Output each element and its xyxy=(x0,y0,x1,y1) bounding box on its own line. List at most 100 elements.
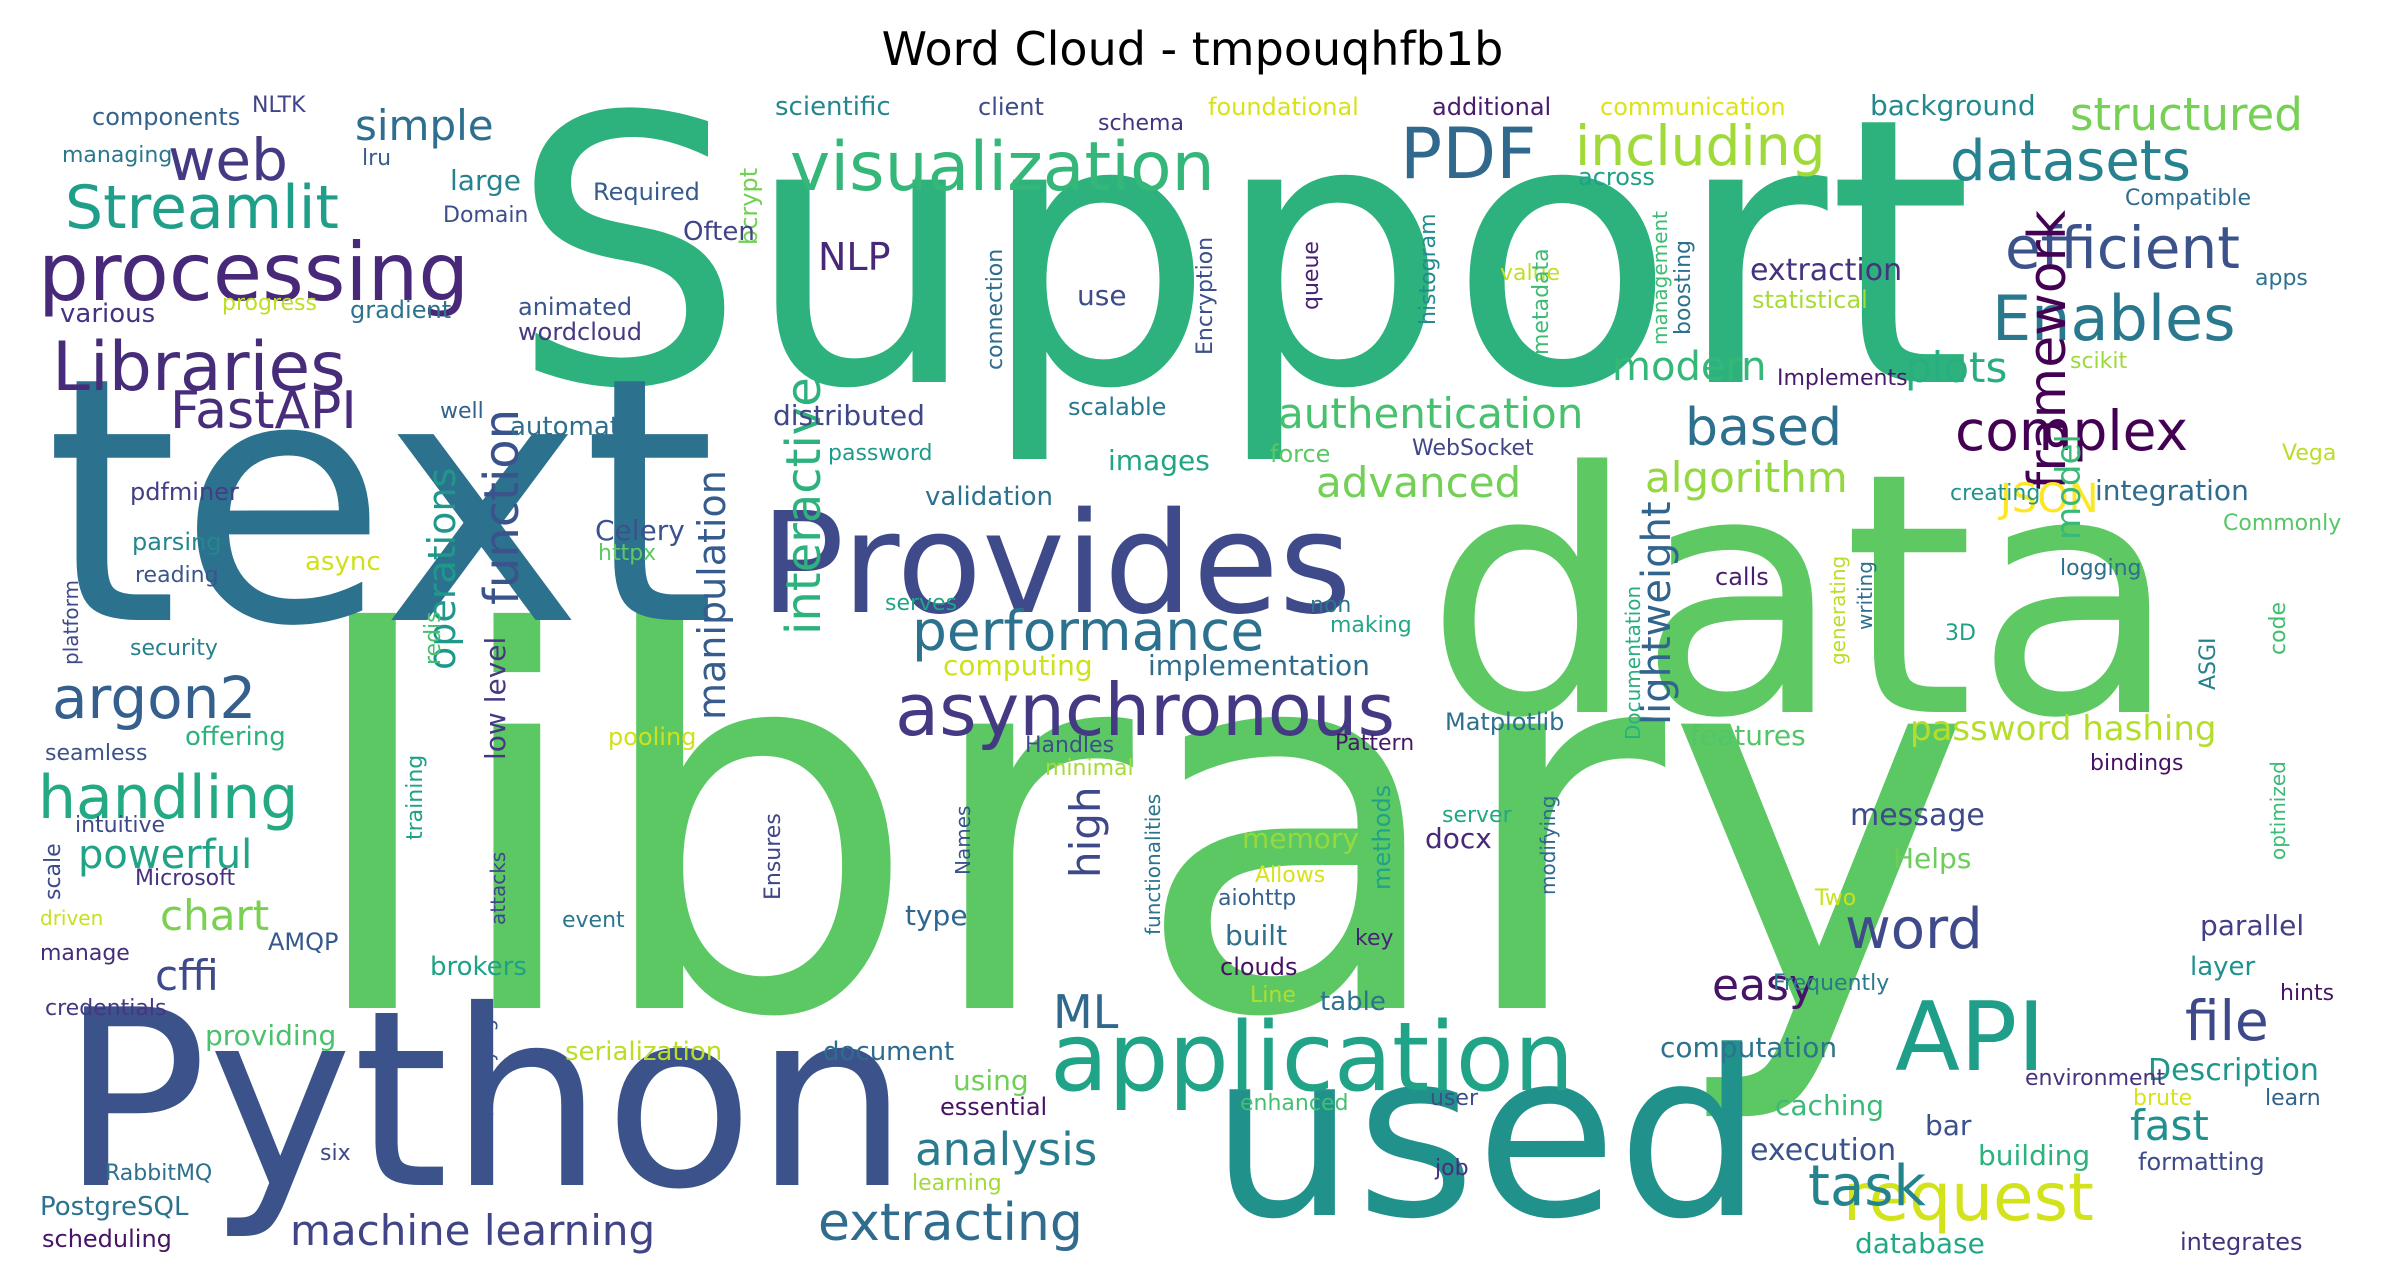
word-large: large xyxy=(450,164,521,197)
word-components: components xyxy=(92,103,240,131)
word-calls: calls xyxy=(1715,563,1769,591)
word-providing: providing xyxy=(205,1019,336,1052)
word-api: API xyxy=(1895,983,2045,1093)
word-handles: Handles xyxy=(1025,733,1114,758)
word-logging: logging xyxy=(2060,556,2142,581)
word-frequently: Frequently xyxy=(1773,971,1889,996)
word-allows: Allows xyxy=(1255,863,1325,888)
word-3d: 3D xyxy=(1945,621,1976,646)
word-document: document xyxy=(823,1037,954,1067)
word-job: job xyxy=(1434,1156,1469,1181)
word-domain: Domain xyxy=(443,203,528,228)
word-functionalities: functionalities xyxy=(1141,794,1165,935)
word-minimal: minimal xyxy=(1045,756,1134,781)
word-pdf: PDF xyxy=(1400,113,1536,195)
word-asynchronous: asynchronous xyxy=(895,668,1395,752)
word-helps: Helps xyxy=(1893,842,1971,875)
word-optimized: optimized xyxy=(2266,761,2290,860)
word-performance: performance xyxy=(912,599,1264,663)
word-ensures: Ensures xyxy=(761,813,786,900)
word-making: making xyxy=(1330,613,1412,638)
word-amqp: AMQP xyxy=(268,928,339,956)
word-line: Line xyxy=(1250,983,1296,1008)
word-learning: learning xyxy=(912,1171,1002,1196)
word-communication: communication xyxy=(1600,93,1786,121)
word-low-level: low level xyxy=(479,637,512,760)
word-training: training xyxy=(403,755,428,840)
word-algorithm: algorithm xyxy=(1645,453,1848,502)
word-identifying: identifying xyxy=(474,1019,498,1125)
word-client: client xyxy=(978,93,1044,121)
word-text: text xyxy=(45,305,716,701)
word-names: Names xyxy=(951,806,975,875)
word-user: user xyxy=(1430,1086,1479,1111)
word-memory: memory xyxy=(1242,822,1359,855)
word-operations: operations xyxy=(420,468,464,670)
word-scalable: scalable xyxy=(1068,393,1166,421)
word-structured: structured xyxy=(2070,88,2303,141)
word-easy: easy xyxy=(1712,960,1815,1011)
word-request: request xyxy=(1843,1159,2094,1236)
word-across: across xyxy=(1578,163,1655,191)
word-computing: computing xyxy=(943,649,1093,682)
word-high: high xyxy=(1061,786,1110,878)
word-including: including xyxy=(1575,114,1825,178)
word-async: async xyxy=(305,547,381,577)
word-driven: driven xyxy=(40,906,103,930)
word-based: based xyxy=(1685,398,1842,458)
word-handling: handling xyxy=(38,763,298,833)
word-function: function xyxy=(474,409,530,605)
word-vega: Vega xyxy=(2282,441,2336,466)
word-features: features xyxy=(1690,719,1806,752)
word-commonly: Commonly xyxy=(2223,511,2341,536)
word-password: password xyxy=(828,441,932,466)
word-connection: connection xyxy=(983,249,1008,370)
word-automatic: automatic xyxy=(510,412,642,442)
word-encryption: Encryption xyxy=(1193,237,1218,355)
word-gradient: gradient xyxy=(350,296,451,324)
word-redis: redis xyxy=(421,611,446,665)
word-implements: Implements xyxy=(1777,366,1908,391)
word-provides: Provides xyxy=(760,483,1352,646)
word-code: code xyxy=(2266,602,2291,655)
word-simple: simple xyxy=(355,101,494,150)
word-web: web xyxy=(168,126,288,194)
word-task: task xyxy=(1808,1154,1926,1219)
word-environment: environment xyxy=(2025,1066,2165,1091)
word-distributed: distributed xyxy=(773,399,925,432)
word-often: Often xyxy=(683,217,755,247)
word-two: Two xyxy=(1814,886,1856,911)
word-visualization: visualization xyxy=(790,128,1215,207)
word-machine-learning: machine learning xyxy=(290,1206,655,1255)
word-schema: schema xyxy=(1098,111,1184,136)
word-pdfminer: pdfminer xyxy=(130,478,239,506)
word-parsing: parsing xyxy=(132,528,221,556)
word-serves: serves xyxy=(885,591,957,616)
word-enhanced: enhanced xyxy=(1240,1091,1348,1116)
word-postgresql: PostgreSQL xyxy=(40,1192,189,1222)
word-integration: integration xyxy=(2095,474,2249,507)
word-modifying: modifying xyxy=(1536,796,1560,895)
word-apps: apps xyxy=(2255,266,2308,291)
word-bindings: bindings xyxy=(2090,751,2183,776)
word-computation: computation xyxy=(1660,1031,1837,1064)
word-scheduling: scheduling xyxy=(42,1225,172,1253)
word-bar: bar xyxy=(1925,1109,1972,1142)
word-processing: processing xyxy=(38,226,469,319)
word-word: word xyxy=(1845,897,1983,962)
word-serialization: serialization xyxy=(565,1037,722,1067)
word-streamlit: Streamlit xyxy=(65,173,339,243)
word-authentication: authentication xyxy=(1278,389,1583,438)
word-extracting: extracting xyxy=(818,1193,1083,1253)
word-six: six xyxy=(320,1141,351,1166)
word-metadata: metadata xyxy=(1529,248,1554,355)
word-framework: framework xyxy=(2018,210,2078,490)
word-server: server xyxy=(1442,803,1513,828)
word-writing: writing xyxy=(1853,561,1877,630)
word-datasets: datasets xyxy=(1950,129,2191,194)
word-histogram: histogram xyxy=(1416,213,1441,325)
word-brokers: brokers xyxy=(430,952,527,982)
word-powerful: powerful xyxy=(78,832,252,878)
word-python: Python xyxy=(60,958,909,1243)
